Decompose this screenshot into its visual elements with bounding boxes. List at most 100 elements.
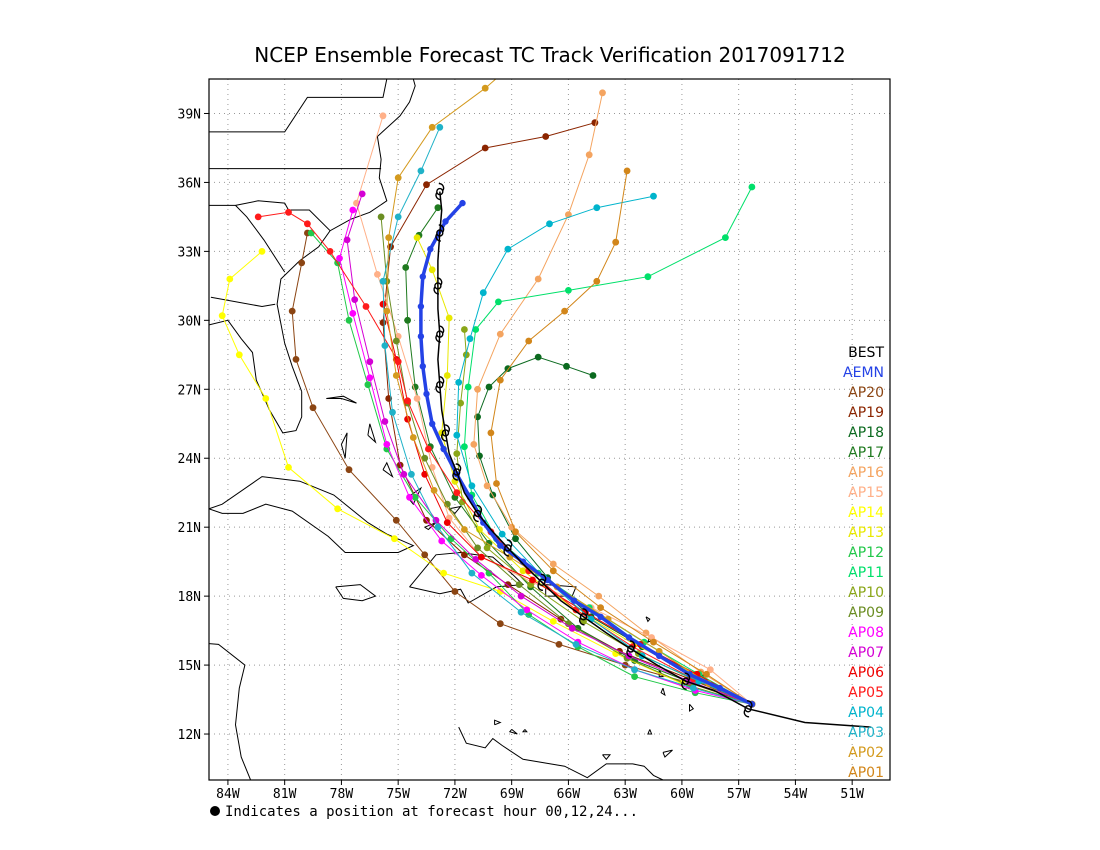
legend-entry-ap05: AP05 (848, 685, 884, 701)
y-tick-label: 27N (178, 383, 201, 398)
track-position-point (474, 544, 481, 552)
track-position-point (483, 544, 491, 552)
track-position-point (438, 537, 446, 545)
footnote: Indicates a position at forecast hour 00… (225, 804, 638, 820)
track-position-point (525, 337, 533, 345)
track-position-point (326, 248, 334, 255)
legend-entry-ap15: AP15 (848, 485, 884, 501)
track-position-point (428, 123, 436, 131)
track-position-point (722, 234, 729, 242)
track-position-point (496, 588, 504, 595)
legend-entry-ap13: AP13 (848, 525, 884, 541)
y-tick-label: 12N (178, 728, 201, 743)
track-position-point (523, 606, 531, 614)
track-position-point (428, 266, 436, 274)
track-position-point (442, 218, 449, 225)
track-position-point (218, 312, 226, 320)
legend-entry-ap19: AP19 (848, 405, 884, 421)
track-position-point (466, 335, 474, 343)
x-tick-label: 54W (784, 787, 808, 802)
track-position-point (495, 298, 502, 306)
track-position-point (631, 673, 638, 680)
legend-entry-ap11: AP11 (848, 565, 884, 581)
track-position-point (443, 519, 451, 526)
track-position-point (597, 604, 604, 611)
legend-entry-ap06: AP06 (848, 665, 884, 681)
track-position-point (392, 372, 400, 379)
track-position-point (285, 464, 292, 471)
track-position-point (555, 641, 563, 648)
coastline (662, 749, 673, 758)
track-line (310, 232, 752, 705)
track-line (221, 251, 753, 705)
track-position-point (493, 480, 500, 487)
legend-entry-ap01: AP01 (848, 765, 884, 781)
coastline (660, 687, 666, 697)
track-position-point (349, 206, 357, 214)
track-position-point (394, 174, 402, 182)
track-position-point (408, 470, 415, 478)
track-position-point (485, 383, 493, 391)
track-position-point (593, 204, 601, 212)
position-marker-icon (210, 806, 220, 816)
track-position-point (623, 167, 631, 175)
hurricane-symbol-icon (441, 424, 450, 442)
y-tick-label: 30N (178, 314, 201, 329)
track-best (433, 182, 872, 728)
track-position-point (451, 588, 459, 595)
track-position-point (597, 613, 604, 620)
y-tick-label: 24N (178, 452, 201, 467)
coastline (209, 643, 252, 780)
legend-entry-ap12: AP12 (848, 545, 884, 561)
track-position-point (557, 615, 565, 623)
track-ap16 (470, 89, 756, 708)
track-position-point (589, 372, 597, 379)
coastline (494, 719, 502, 726)
track-position-point (546, 220, 553, 228)
track-line (473, 92, 753, 705)
coastline (235, 205, 286, 273)
x-tick-label: 81W (273, 787, 297, 802)
track-position-point (362, 303, 370, 310)
track-position-point (404, 316, 411, 324)
track-position-point (656, 652, 663, 660)
track-position-point (470, 441, 478, 448)
track-position-point (650, 638, 657, 646)
track-position-point (285, 208, 292, 216)
track-position-point (461, 551, 468, 559)
track-position-point (392, 337, 400, 345)
coastline (326, 395, 357, 404)
coastline (602, 754, 612, 761)
track-position-point (379, 277, 387, 285)
track-position-point (599, 89, 606, 97)
hurricane-symbol-icon (579, 608, 588, 626)
track-position-point (512, 535, 519, 543)
track-position-point (345, 316, 353, 324)
track-position-point (440, 445, 447, 453)
track-position-point (379, 319, 387, 326)
track-position-point (498, 530, 506, 538)
track-position-point (381, 418, 389, 425)
legend-entry-aemn: AEMN (843, 365, 884, 381)
track-position-point (235, 351, 243, 359)
track-ap14 (218, 248, 756, 708)
track-position-point (379, 112, 387, 120)
coastline (689, 703, 695, 712)
legend: BEST AEMN AP20 AP19 AP18 AP17 AP16 AP15 AP14 AP13… (843, 345, 884, 781)
track-position-point (419, 363, 426, 370)
track-position-point (417, 167, 425, 175)
track-position-point (625, 634, 633, 641)
track-position-point (472, 326, 480, 333)
track-position-point (413, 234, 421, 242)
track-position-point (512, 528, 519, 536)
track-position-point (419, 273, 426, 280)
y-tick-label: 18N (178, 590, 201, 605)
track-line (437, 191, 872, 728)
track-position-point (402, 264, 410, 271)
legend-entry-ap17: AP17 (848, 445, 884, 461)
legend-entry-ap20: AP20 (848, 385, 884, 401)
track-position-point (254, 213, 262, 221)
track-position-point (366, 358, 374, 366)
track-position-point (358, 190, 366, 198)
x-tick-label: 66W (557, 787, 581, 802)
